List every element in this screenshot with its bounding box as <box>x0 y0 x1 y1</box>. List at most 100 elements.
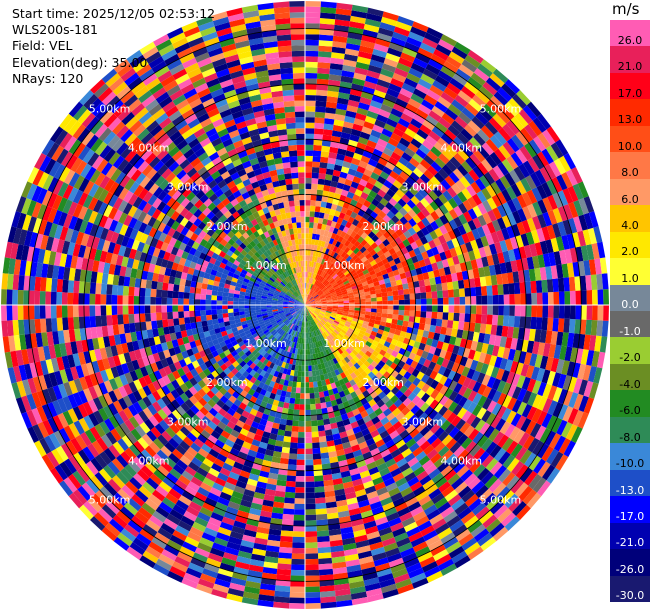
velocity-gate <box>401 152 413 162</box>
velocity-gate <box>298 420 305 427</box>
velocity-gate <box>383 262 391 269</box>
velocity-gate <box>395 228 404 237</box>
velocity-gate <box>327 285 333 290</box>
velocity-gate <box>257 155 267 164</box>
velocity-gate <box>217 291 224 297</box>
velocity-gate <box>364 235 372 243</box>
velocity-gate <box>300 393 305 399</box>
velocity-gate <box>321 299 327 302</box>
velocity-gate <box>461 107 476 121</box>
velocity-gate <box>561 172 573 189</box>
velocity-gate <box>219 152 230 162</box>
velocity-gate <box>286 276 292 282</box>
velocity-gate <box>28 305 35 320</box>
velocity-gate <box>353 247 360 255</box>
velocity-gate <box>357 196 366 205</box>
velocity-gate <box>301 300 305 305</box>
velocity-gate <box>263 265 270 272</box>
velocity-gate <box>305 525 317 532</box>
velocity-gate <box>553 291 560 305</box>
velocity-gate <box>365 301 372 305</box>
velocity-gate <box>280 260 285 267</box>
velocity-gate <box>104 178 115 192</box>
velocity-gate <box>209 257 217 265</box>
velocity-gate <box>45 277 53 292</box>
velocity-gate <box>318 40 333 47</box>
velocity-gate <box>15 196 27 213</box>
velocity-gate <box>205 147 217 157</box>
velocity-gate <box>279 62 293 69</box>
velocity-gate <box>360 40 376 49</box>
velocity-gate <box>185 31 202 43</box>
velocity-gate <box>353 240 361 248</box>
velocity-gate <box>376 301 383 305</box>
velocity-gate <box>51 145 64 162</box>
velocity-gate <box>456 271 464 281</box>
velocity-gate <box>229 105 242 115</box>
velocity-gate <box>207 202 217 212</box>
velocity-gate <box>468 278 476 288</box>
velocity-gate <box>277 219 284 227</box>
velocity-gate <box>191 255 199 264</box>
velocity-gate <box>334 113 346 122</box>
velocity-gate <box>272 96 284 103</box>
velocity-gate <box>296 465 305 471</box>
velocity-gate <box>310 301 316 304</box>
velocity-gate <box>219 79 234 89</box>
velocity-gate <box>370 54 386 64</box>
velocity-gate <box>315 301 322 304</box>
velocity-gate <box>585 275 592 291</box>
velocity-gate <box>520 177 532 193</box>
velocity-gate <box>286 217 292 224</box>
velocity-gate <box>392 31 408 42</box>
velocity-gate <box>139 305 145 314</box>
velocity-gate <box>342 277 349 283</box>
velocity-gate <box>377 157 388 167</box>
velocity-gate <box>419 173 431 184</box>
velocity-gate <box>83 305 90 317</box>
velocity-gate <box>155 239 164 250</box>
velocity-gate <box>249 43 265 51</box>
velocity-gate <box>226 124 238 134</box>
velocity-gate <box>305 111 316 118</box>
velocity-gate <box>282 162 291 169</box>
velocity-gate <box>286 234 292 241</box>
velocity-gate <box>586 290 593 305</box>
velocity-gate <box>494 263 502 275</box>
velocity-gate <box>352 152 363 161</box>
velocity-gate <box>150 171 162 184</box>
velocity-gate <box>290 296 296 300</box>
velocity-gate <box>305 476 315 482</box>
velocity-gate <box>214 188 224 198</box>
velocity-gate <box>239 272 246 278</box>
velocity-gate <box>335 8 352 16</box>
velocity-gate <box>318 283 324 289</box>
velocity-gate <box>297 284 300 290</box>
velocity-gate <box>305 23 320 29</box>
velocity-gate <box>561 263 569 278</box>
velocity-gate <box>284 497 295 504</box>
velocity-gate <box>205 309 212 316</box>
velocity-gate <box>376 296 383 302</box>
velocity-gate <box>95 315 102 327</box>
velocity-gate <box>335 277 341 283</box>
velocity-gate <box>425 214 435 224</box>
velocity-gate <box>271 215 278 223</box>
velocity-gate <box>440 91 455 104</box>
velocity-gate <box>151 208 162 220</box>
velocity-gate <box>271 146 281 154</box>
velocity-gate <box>308 283 311 289</box>
velocity-gate <box>581 290 587 305</box>
velocity-gate <box>181 187 192 198</box>
velocity-gate <box>214 247 222 256</box>
velocity-gate <box>208 83 222 93</box>
velocity-gate <box>238 220 247 228</box>
velocity-gate <box>499 262 507 274</box>
velocity-gate <box>50 305 57 319</box>
velocity-gate <box>149 124 163 137</box>
velocity-gate <box>194 147 206 158</box>
velocity-gate <box>356 221 364 229</box>
velocity-gate <box>386 255 394 263</box>
velocity-gate <box>191 142 203 153</box>
velocity-gate <box>305 288 307 294</box>
